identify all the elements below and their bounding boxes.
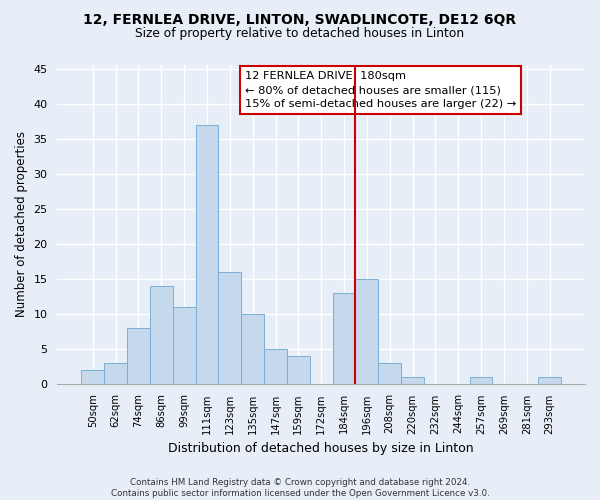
Bar <box>401 376 424 384</box>
Text: Contains HM Land Registry data © Crown copyright and database right 2024.
Contai: Contains HM Land Registry data © Crown c… <box>110 478 490 498</box>
Text: 12 FERNLEA DRIVE: 180sqm
← 80% of detached houses are smaller (115)
15% of semi-: 12 FERNLEA DRIVE: 180sqm ← 80% of detach… <box>245 72 516 110</box>
Bar <box>150 286 173 384</box>
Bar <box>355 278 379 384</box>
Text: 12, FERNLEA DRIVE, LINTON, SWADLINCOTE, DE12 6QR: 12, FERNLEA DRIVE, LINTON, SWADLINCOTE, … <box>83 12 517 26</box>
Bar <box>218 272 241 384</box>
Bar <box>241 314 264 384</box>
Bar <box>379 362 401 384</box>
Bar <box>264 348 287 384</box>
Y-axis label: Number of detached properties: Number of detached properties <box>15 132 28 318</box>
X-axis label: Distribution of detached houses by size in Linton: Distribution of detached houses by size … <box>169 442 474 455</box>
Bar <box>332 292 355 384</box>
Bar <box>104 362 127 384</box>
Bar <box>287 356 310 384</box>
Bar <box>82 370 104 384</box>
Bar <box>127 328 150 384</box>
Bar <box>470 376 493 384</box>
Text: Size of property relative to detached houses in Linton: Size of property relative to detached ho… <box>136 28 464 40</box>
Bar <box>538 376 561 384</box>
Bar <box>173 306 196 384</box>
Bar <box>196 124 218 384</box>
